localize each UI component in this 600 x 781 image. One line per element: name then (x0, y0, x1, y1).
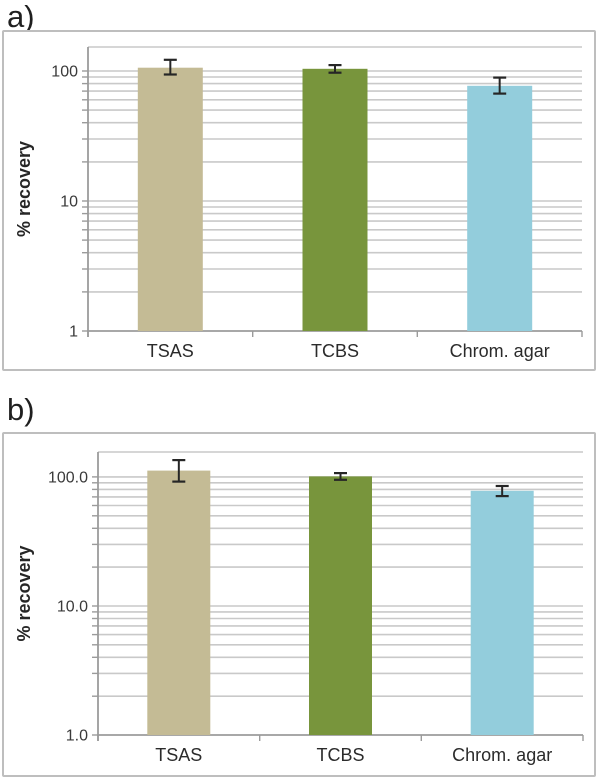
category-label-tcbs: TCBS (316, 745, 364, 765)
category-label-chrom-agar: Chrom. agar (450, 341, 550, 361)
bar-tcbs (302, 68, 368, 332)
category-label-tcbs: TCBS (311, 341, 359, 361)
chart-a-canvas: TSAS TCBS Chrom. agar 100 10 1 % recovery (14, 46, 583, 361)
category-label-chrom-agar: Chrom. agar (452, 745, 552, 765)
y-tick-label-1: 1 (69, 324, 78, 341)
bar-chrom-agar (467, 85, 533, 331)
y-tick-label-1: 1.0 (66, 728, 88, 745)
y-axis-title: % recovery (14, 545, 34, 641)
bar-chrom-agar (470, 490, 534, 735)
chart-b-canvas: TSAS TCBS Chrom. agar 100.0 10.0 1.0 % recover… (14, 451, 584, 765)
y-tick-label-10: 10 (60, 194, 78, 211)
y-tick-label-100: 100.0 (48, 469, 88, 486)
bar-tcbs (309, 476, 372, 735)
bar-tsas (147, 470, 211, 735)
category-label-tsas: TSAS (147, 341, 194, 361)
y-axis-title: % recovery (14, 141, 34, 237)
chart-a-frame: TSAS TCBS Chrom. agar 100 10 1 % recovery (2, 30, 596, 371)
chart-b-frame: TSAS TCBS Chrom. agar 100.0 10.0 1.0 % recover… (2, 432, 596, 777)
panel-b-label: b) (7, 392, 35, 427)
y-tick-label-100: 100 (51, 64, 78, 81)
panel-a-label: a) (7, 0, 35, 34)
bar-tsas (137, 67, 203, 331)
category-label-tsas: TSAS (155, 745, 202, 765)
y-tick-label-10: 10.0 (57, 599, 88, 616)
